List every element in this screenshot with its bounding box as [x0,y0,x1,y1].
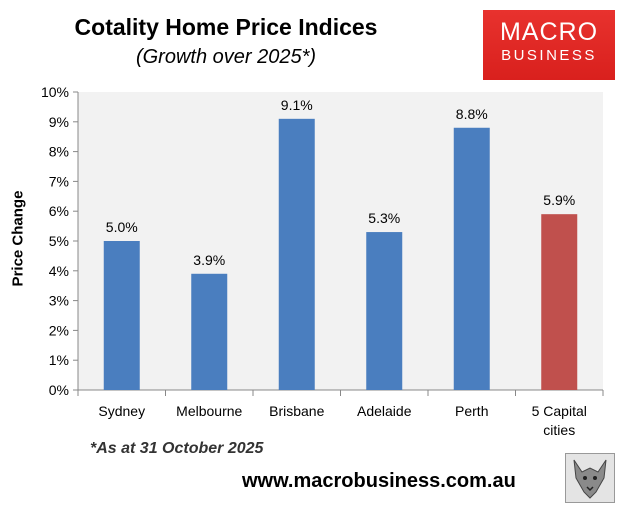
logo-line-1: MACRO [499,18,599,46]
y-tick-label: 8% [49,144,69,160]
x-tick-label: Brisbane [269,403,324,419]
y-tick-label: 7% [49,173,69,189]
x-tick-label: Sydney [98,403,145,419]
y-tick-label: 5% [49,233,69,249]
x-tick-label: 5 Capital cities [532,403,587,438]
data-label: 3.9% [193,252,225,268]
bar [541,214,578,390]
data-label: 9.1% [281,97,313,113]
website-url: www.macrobusiness.com.au [242,470,516,492]
wolf-logo-icon [565,453,615,503]
plot-area [78,92,603,390]
bar [278,118,315,390]
x-tick-label: Perth [455,403,488,419]
bar [366,232,403,390]
data-label: 5.3% [368,210,400,226]
logo-line-2: BUSINESS [501,47,597,64]
y-tick-label: 2% [49,322,69,338]
y-tick-label: 4% [49,263,69,279]
y-tick-label: 9% [49,114,69,130]
y-tick-label: 10% [41,84,69,100]
y-tick-label: 3% [49,293,69,309]
footnote: *As at 31 October 2025 [90,440,264,457]
chart-subtitle: (Growth over 2025*) [135,46,317,68]
y-tick-label: 6% [49,203,69,219]
data-label: 8.8% [456,106,488,122]
data-label: 5.0% [106,219,138,235]
chart-title: Cotality Home Price Indices [74,14,378,40]
bar [453,127,490,390]
macrobusiness-logo: MACRO BUSINESS [483,10,615,80]
y-tick-label: 0% [49,382,69,398]
data-label: 5.9% [543,192,575,208]
bar [103,241,140,390]
x-tick-label: Adelaide [357,403,412,419]
bar [191,273,228,390]
x-tick-label: Melbourne [176,403,242,419]
y-tick-label: 1% [49,352,69,368]
wolf-drawing [573,459,607,499]
